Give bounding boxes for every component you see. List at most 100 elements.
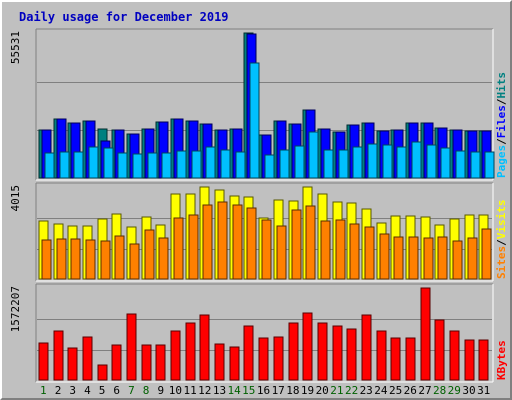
- day-label-2: 2: [55, 384, 62, 397]
- bar-pages-day-20: [323, 149, 334, 179]
- day-label-5: 5: [99, 384, 106, 397]
- bar-sites-day-23: [364, 226, 375, 280]
- bar-kbytes-day-29: [449, 330, 460, 381]
- bar-kbytes-day-22: [346, 328, 357, 381]
- bar-sites-day-6: [114, 235, 125, 280]
- bar-kbytes-day-10: [170, 330, 181, 381]
- bar-sites-day-27: [423, 237, 434, 280]
- legend-files: Files: [495, 105, 508, 138]
- day-label-16: 16: [257, 384, 270, 397]
- bar-pages-day-29: [455, 150, 466, 179]
- bar-pages-day-1: [44, 152, 55, 179]
- day-label-13: 13: [213, 384, 226, 397]
- bar-sites-day-31: [481, 228, 492, 280]
- day-label-30: 30: [462, 384, 475, 397]
- bar-kbytes-day-2: [53, 330, 64, 381]
- series-sites: [41, 201, 492, 280]
- bar-kbytes-day-11: [185, 322, 196, 381]
- bar-kbytes-day-1: [38, 342, 49, 381]
- bar-kbytes-day-5: [97, 364, 108, 381]
- bar-pages-day-14: [235, 151, 246, 179]
- bar-kbytes-day-25: [390, 337, 401, 381]
- bar-kbytes-day-30: [464, 339, 475, 381]
- bar-pages-day-24: [382, 144, 393, 179]
- bar-sites-day-10: [173, 217, 184, 280]
- bar-kbytes-day-7: [126, 313, 137, 381]
- bar-kbytes-day-24: [376, 330, 387, 381]
- bar-kbytes-day-31: [478, 339, 489, 381]
- bar-sites-day-9: [158, 237, 169, 280]
- bar-pages-day-19: [308, 131, 319, 179]
- bar-sites-day-22: [349, 223, 360, 280]
- bar-kbytes-day-13: [214, 343, 225, 381]
- bar-sites-day-19: [305, 205, 316, 280]
- legend-separator: /: [495, 239, 508, 246]
- panel-legend: KBytes: [495, 340, 508, 380]
- bar-kbytes-day-21: [332, 325, 343, 381]
- bar-pages-day-16: [264, 154, 275, 179]
- bar-kbytes-day-27: [420, 287, 431, 381]
- visits-panel: 4015 Sites/Visits: [9, 182, 508, 282]
- bar-sites-day-5: [100, 240, 111, 280]
- bar-kbytes-day-23: [361, 314, 372, 381]
- bar-sites-day-18: [291, 209, 302, 280]
- kbytes-panel: 1572207 KBytes: [9, 283, 508, 383]
- day-label-9: 9: [157, 384, 164, 397]
- bar-pages-day-8: [147, 152, 158, 179]
- day-label-18: 18: [286, 384, 299, 397]
- day-label-10: 10: [169, 384, 182, 397]
- bar-sites-day-2: [56, 238, 67, 280]
- day-label-31: 31: [477, 384, 490, 397]
- bar-pages-day-7: [132, 153, 143, 179]
- day-label-12: 12: [198, 384, 211, 397]
- bar-pages-day-23: [367, 143, 378, 179]
- day-label-20: 20: [316, 384, 329, 397]
- bar-pages-day-30: [470, 151, 481, 179]
- day-label-4: 4: [84, 384, 91, 397]
- bar-sites-day-3: [70, 238, 81, 280]
- bar-kbytes-day-12: [199, 314, 210, 381]
- bar-sites-day-8: [144, 229, 155, 280]
- bar-kbytes-day-8: [141, 344, 152, 381]
- bar-kbytes-day-20: [317, 322, 328, 381]
- bar-kbytes-day-16: [258, 337, 269, 381]
- day-label-11: 11: [183, 384, 196, 397]
- day-label-23: 23: [360, 384, 373, 397]
- panel-legend: Sites/Visits: [495, 200, 508, 280]
- bar-sites-day-30: [467, 237, 478, 280]
- bar-sites-day-15: [246, 207, 257, 280]
- bar-sites-day-24: [379, 233, 390, 280]
- bar-kbytes-day-26: [405, 337, 416, 381]
- bar-kbytes-day-9: [155, 344, 166, 381]
- bar-sites-day-17: [276, 225, 287, 280]
- day-label-24: 24: [374, 384, 388, 397]
- bar-pages-day-26: [411, 141, 422, 179]
- day-label-29: 29: [448, 384, 461, 397]
- day-label-25: 25: [389, 384, 402, 397]
- legend-visits: Visits: [495, 200, 508, 240]
- bar-sites-day-12: [202, 204, 213, 280]
- bar-sites-day-13: [217, 201, 228, 280]
- bar-kbytes-day-4: [82, 336, 93, 381]
- bar-pages-day-15: [249, 62, 260, 179]
- legend-hits: Hits: [495, 72, 508, 99]
- bar-sites-day-20: [320, 220, 331, 280]
- bar-kbytes-day-3: [67, 347, 78, 381]
- bar-pages-day-5: [103, 147, 114, 179]
- bar-sites-day-25: [393, 236, 404, 280]
- bar-sites-day-1: [41, 239, 52, 280]
- bar-pages-day-18: [294, 145, 305, 179]
- panel-max-label: 4015: [9, 185, 22, 212]
- legend-pages: Pages: [495, 145, 508, 178]
- day-label-27: 27: [418, 384, 431, 397]
- day-label-8: 8: [143, 384, 150, 397]
- day-label-19: 19: [301, 384, 314, 397]
- bar-pages-day-11: [191, 150, 202, 179]
- bar-pages-day-31: [484, 151, 495, 179]
- bar-sites-day-28: [437, 236, 448, 280]
- day-label-26: 26: [404, 384, 417, 397]
- panel-max-label: 1572207: [9, 286, 22, 332]
- bar-pages-day-9: [161, 152, 172, 179]
